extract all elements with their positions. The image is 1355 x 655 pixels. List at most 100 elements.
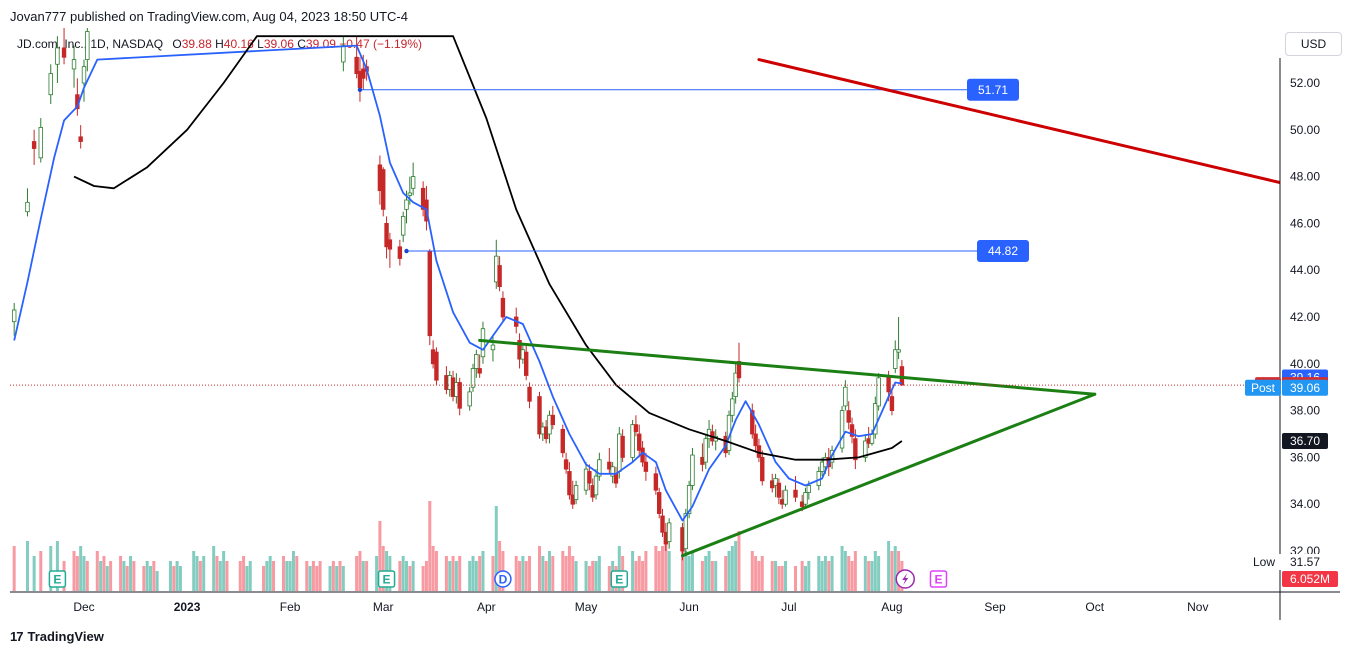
- candle-body: [839, 410, 845, 449]
- candle-body: [11, 309, 17, 323]
- line-label-text: 44.82: [988, 244, 1018, 258]
- candle-body: [400, 215, 406, 236]
- candle-body: [490, 344, 496, 351]
- volume-bar: [341, 566, 345, 591]
- candle-body: [846, 410, 851, 423]
- trendline-lower[interactable]: [680, 392, 1097, 558]
- candle-body: [896, 349, 901, 353]
- x-tick-label: Nov: [1187, 600, 1208, 614]
- volume-bar: [823, 556, 827, 591]
- volume-bar: [574, 561, 578, 591]
- volume-bar: [730, 546, 734, 591]
- volume-bar: [202, 556, 206, 591]
- volume-bar: [335, 566, 339, 591]
- earnings-marker[interactable]: [48, 570, 67, 588]
- volume-bar: [178, 566, 182, 591]
- volume-bar: [99, 561, 103, 591]
- earnings-marker[interactable]: [377, 570, 396, 588]
- volume-bar: [365, 561, 369, 591]
- line-label-box[interactable]: [977, 240, 1029, 263]
- indicator-lines: [13, 35, 903, 522]
- candle-body: [703, 438, 708, 463]
- candle-body: [610, 466, 615, 477]
- low-label-bg: [1246, 554, 1282, 570]
- volume-bar: [634, 561, 638, 591]
- volume-bar: [358, 551, 362, 591]
- tradingview-brand: TradingView: [27, 629, 104, 644]
- low-value-bg: [1282, 554, 1328, 570]
- volume-bar: [119, 556, 123, 591]
- x-tick-label: Sep: [984, 600, 1006, 614]
- currency-button[interactable]: USD: [1285, 32, 1342, 56]
- volume-bar: [424, 561, 428, 591]
- volume-bar: [538, 546, 541, 591]
- dividend-marker[interactable]: [494, 570, 512, 588]
- y-tick-label: 44.00: [1290, 263, 1320, 277]
- candle-body: [806, 485, 812, 493]
- x-tick-label: Apr: [477, 600, 496, 614]
- volume-bar: [571, 556, 575, 591]
- earnings-marker[interactable]: [929, 570, 948, 588]
- volume-bar: [238, 561, 242, 591]
- candle-body: [81, 66, 87, 84]
- x-tick-label: Dec: [73, 600, 94, 614]
- volume-bar: [853, 551, 857, 591]
- volume-bar: [591, 561, 595, 591]
- volume-bar: [32, 556, 36, 591]
- volume-bar: [551, 556, 555, 591]
- trendline-upper[interactable]: [478, 338, 1097, 396]
- volume-bar: [105, 566, 109, 591]
- drawings[interactable]: 51.71 44.82: [10, 58, 1294, 558]
- candle-body: [607, 461, 612, 470]
- volume-bar: [328, 566, 332, 591]
- volume-bar: [285, 561, 289, 591]
- volume-bar: [794, 566, 798, 591]
- volume-bar: [122, 561, 126, 591]
- volume-bar: [567, 546, 571, 591]
- volume-bar: [827, 561, 831, 591]
- volume-bar: [594, 561, 598, 591]
- volume-bar: [265, 561, 269, 591]
- ema-fast-line: [13, 44, 903, 522]
- volume-bar: [680, 536, 684, 591]
- candle-body: [563, 459, 569, 470]
- candle-body: [633, 424, 639, 433]
- volume-bar: [657, 551, 661, 591]
- volume-bar: [704, 556, 708, 591]
- change-value: −0.47 (−1.19%): [339, 37, 422, 51]
- volume-bar: [544, 561, 548, 591]
- volume-bar: [873, 551, 877, 591]
- line-label-box[interactable]: [967, 78, 1019, 101]
- earnings-marker[interactable]: [610, 570, 629, 588]
- volume-bar: [541, 556, 545, 591]
- volume-bar: [754, 556, 758, 591]
- volume-bar: [39, 551, 43, 591]
- candle-body: [567, 471, 572, 496]
- candle-body: [637, 433, 642, 451]
- candle-body: [783, 489, 788, 505]
- candle-body: [683, 513, 688, 550]
- tradingview-logo-icon: 17: [10, 629, 24, 644]
- volume-bar: [311, 561, 315, 591]
- volume-bar: [690, 551, 694, 591]
- candle-body: [497, 265, 502, 287]
- candle-body: [470, 368, 476, 388]
- candle-body: [656, 492, 662, 514]
- x-tick-label: Jul: [781, 600, 796, 614]
- candle-body: [78, 136, 83, 142]
- volume-bar: [774, 561, 778, 591]
- candle-body: [85, 31, 90, 61]
- volume-bar: [12, 546, 16, 591]
- dividend-marker-label: D: [499, 573, 508, 587]
- tradingview-footer[interactable]: 17 TradingView: [10, 629, 104, 644]
- candle-body: [404, 199, 409, 210]
- volume-bar: [408, 566, 412, 591]
- trendline-resistance[interactable]: [757, 58, 1294, 186]
- volume-bar: [375, 556, 379, 591]
- volume-bar: [458, 556, 462, 591]
- volume-bar: [272, 561, 276, 591]
- volume-bar: [564, 556, 568, 591]
- earnings-marker-label: E: [934, 573, 942, 587]
